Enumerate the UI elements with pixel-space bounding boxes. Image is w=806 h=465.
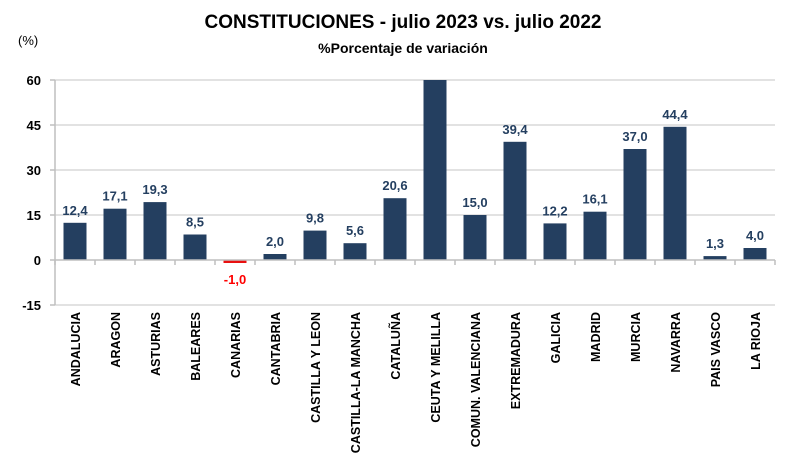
data-label: 12,2 (542, 203, 567, 218)
x-tick-label: ASTURIAS (149, 312, 163, 376)
data-label: 1,3 (706, 236, 724, 251)
y-tick-label: 30 (27, 163, 41, 178)
bar-castilla-la-mancha (343, 243, 367, 260)
bar-castilla-y-leon (303, 230, 327, 260)
bar-aragon (103, 208, 127, 260)
y-axis-unit-label: (%) (18, 33, 39, 48)
chart-title: CONSTITUCIONES - julio 2023 vs. julio 20… (204, 12, 602, 33)
bar-cantabria (263, 254, 287, 260)
bar-la-rioja (743, 248, 767, 260)
data-label: 4,0 (746, 228, 764, 243)
data-label: 8,5 (186, 215, 204, 230)
x-tick-label: BALEARES (189, 312, 203, 381)
bar-baleares (183, 234, 207, 260)
bar-navarra (663, 126, 687, 260)
bar-extremadura (503, 141, 527, 260)
data-label: 12,4 (62, 203, 88, 218)
bar-cataluña (383, 198, 407, 260)
x-tick-label: CASTILLA Y LEON (309, 312, 323, 423)
x-tick-label: CANTABRIA (269, 312, 283, 385)
y-tick-label: -15 (22, 298, 41, 313)
data-label: 17,1 (102, 189, 127, 204)
x-tick-label: CANARIAS (229, 312, 243, 378)
data-label: 15,0 (462, 195, 487, 210)
data-label: 44,4 (662, 107, 688, 122)
chart-subtitle: %Porcentaje de variación (318, 40, 488, 56)
x-tick-label: MADRID (589, 312, 603, 362)
y-tick-label: 45 (27, 118, 41, 133)
data-label: 16,1 (582, 192, 607, 207)
data-label: 9,8 (306, 211, 324, 226)
data-label: 37,0 (622, 129, 647, 144)
bar-galicia (543, 223, 567, 260)
bar-madrid (583, 211, 607, 260)
data-label: 39,4 (502, 122, 528, 137)
x-tick-label: CEUTA Y MELILLA (429, 312, 443, 423)
bar-comun-valenciana (463, 215, 487, 260)
data-label: 5,6 (346, 223, 364, 238)
data-label: 19,3 (142, 182, 167, 197)
x-tick-label: MURCIA (629, 312, 643, 362)
bar-ceuta-y-melilla (423, 80, 447, 260)
bar-pais-vasco (703, 256, 727, 260)
y-tick-label: 60 (27, 73, 41, 88)
x-tick-label: EXTREMADURA (509, 312, 523, 409)
x-tick-label: ARAGON (109, 312, 123, 368)
bar-murcia (623, 149, 647, 260)
data-label: 2,0 (266, 234, 284, 249)
x-tick-label: CASTILLA-LA MANCHA (349, 312, 363, 453)
y-tick-label: 15 (27, 208, 41, 223)
x-tick-label: ANDALUCIA (69, 312, 83, 386)
bar-canarias (223, 260, 247, 263)
bar-asturias (143, 202, 167, 260)
x-tick-label: CATALUÑA (388, 312, 403, 380)
x-tick-label: NAVARRA (669, 312, 683, 373)
data-label: -1,0 (224, 272, 246, 287)
x-tick-label: PAIS VASCO (709, 312, 723, 388)
x-tick-label: COMUN. VALENCIANA (469, 312, 483, 447)
x-tick-label: LA RIOJA (749, 312, 763, 370)
y-tick-label: 0 (34, 253, 41, 268)
data-label: 20,6 (382, 178, 407, 193)
bar-andalucia (63, 222, 87, 260)
x-tick-label: GALICIA (549, 312, 563, 363)
